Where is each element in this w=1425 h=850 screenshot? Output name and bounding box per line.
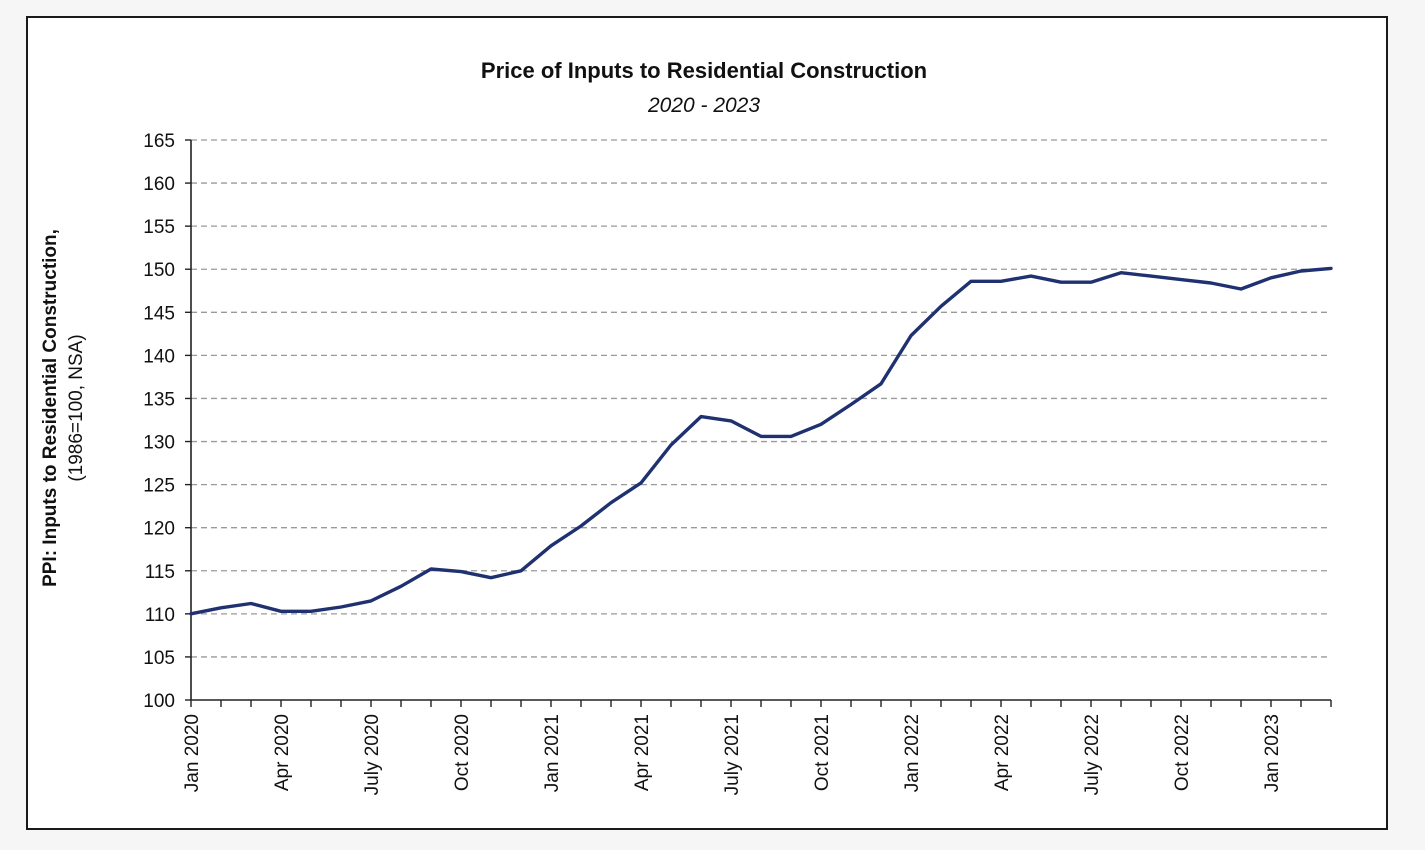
- x-tick-label: Oct 2021: [812, 714, 833, 791]
- gridlines: [191, 139, 1331, 658]
- x-tick-label: Oct 2020: [452, 714, 473, 791]
- chart-title: Price of Inputs to Residential Construct…: [481, 58, 927, 83]
- chart-subtitle: 2020 - 2023: [647, 94, 760, 117]
- x-tick-label: Jan 2021: [542, 714, 563, 792]
- y-axis-label: PPI: Inputs to Residential Construction,: [40, 229, 61, 587]
- y-tick-label: 135: [143, 389, 175, 410]
- x-tick-label: Apr 2022: [992, 714, 1013, 791]
- y-tick-label: 155: [143, 217, 175, 238]
- y-tick-label: 120: [143, 519, 175, 540]
- y-tick-labels: 100 105 110 115 120 125 130 135 140 145 150 155 160 1…: [143, 131, 175, 712]
- x-tick-labels: Jan 2020 Apr 2020 July 2020 Oct 2020 Jan 202…: [182, 714, 1283, 795]
- x-tick-label: July 2020: [362, 714, 383, 795]
- series-line: [189, 266, 1333, 616]
- x-tick-label: July 2022: [1082, 714, 1103, 795]
- y-axis-sublabel: (1986=100, NSA): [66, 334, 87, 481]
- y-tick-label: 150: [143, 260, 175, 281]
- line-chart: Price of Inputs to Residential Construct…: [40, 58, 1333, 795]
- y-tick-label: 130: [143, 433, 175, 454]
- x-tick-label: Jan 2023: [1262, 714, 1283, 792]
- y-tick-label: 165: [143, 131, 175, 152]
- x-tick-label: Oct 2022: [1172, 714, 1193, 791]
- y-tick-label: 145: [143, 303, 175, 324]
- x-tick-label: Apr 2021: [632, 714, 653, 791]
- y-tick-label: 100: [143, 691, 175, 712]
- x-tick-label: Jan 2020: [182, 714, 203, 792]
- chart-frame: Price of Inputs to Residential Construct…: [26, 16, 1388, 830]
- y-tick-label: 105: [143, 648, 175, 669]
- y-tick-label: 125: [143, 476, 175, 497]
- x-tick-label: Apr 2020: [272, 714, 293, 791]
- y-tick-label: 140: [143, 346, 175, 367]
- axes: [185, 139, 1332, 707]
- y-tick-label: 110: [145, 605, 175, 626]
- series-layer: [189, 266, 1333, 616]
- y-tick-label: 160: [143, 174, 175, 195]
- x-tick-label: Jan 2022: [902, 714, 923, 792]
- y-tick-label: 115: [145, 562, 175, 583]
- x-tick-label: July 2021: [722, 714, 743, 795]
